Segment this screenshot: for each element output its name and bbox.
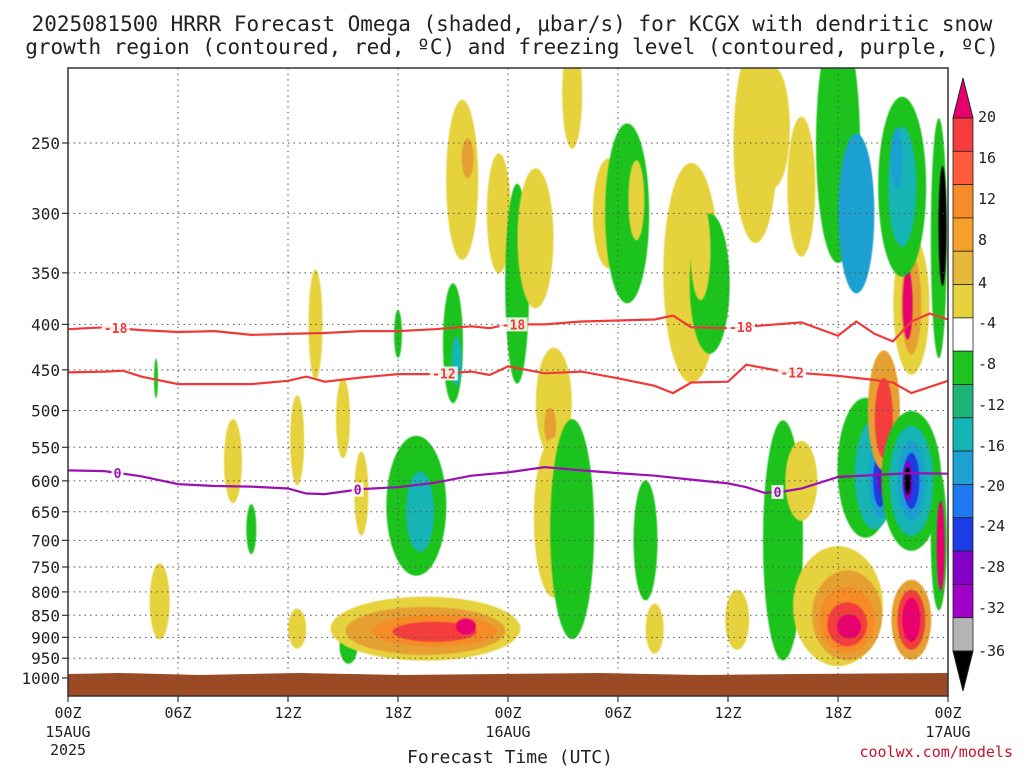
- y-tick-750: 750: [31, 558, 60, 577]
- y-tick-300: 300: [31, 204, 60, 223]
- y-tick-250: 250: [31, 134, 60, 153]
- colorbar-top-arrow: [952, 77, 974, 119]
- contour-label-0-0: -18: [104, 322, 128, 337]
- contour-0: [68, 312, 948, 343]
- x-tick-7: 18Z: [824, 704, 851, 722]
- x-tick-8: 00Z: [934, 704, 961, 722]
- x-tick-3: 18Z: [384, 704, 411, 722]
- colorbar-label-5: -4: [978, 314, 996, 332]
- colorbar-label-13: -36: [978, 642, 1005, 660]
- contour-lines: -18 -18 -18 -12 -12 0 0 0: [68, 312, 948, 501]
- contour-label-2-1: 0: [354, 484, 362, 499]
- omega-shading: [149, 68, 947, 667]
- colorbar-seg-1: [952, 117, 974, 152]
- x-tick-sub-8-0: 17AUG: [925, 723, 970, 741]
- colorbar-seg-13: [952, 517, 974, 552]
- colorbar-seg-3: [952, 184, 974, 219]
- colorbar-seg-9: [952, 384, 974, 419]
- y-tick-700: 700: [31, 531, 60, 550]
- colorbar-seg-6: [952, 284, 974, 319]
- colorbar-label-7: -12: [978, 396, 1005, 414]
- x-tick-0: 00Z: [54, 704, 81, 722]
- contour-label-1-1: -12: [780, 366, 803, 381]
- y-tick-900: 900: [31, 628, 60, 647]
- colorbar-seg-15: [952, 583, 974, 619]
- y-tick-350: 350: [31, 264, 60, 283]
- contour-label-0-2: -18: [729, 321, 753, 336]
- x-tick-sub-4-0: 16AUG: [485, 723, 530, 741]
- contour-2: [68, 465, 948, 496]
- colorbar-label-10: -24: [978, 517, 1005, 535]
- colorbar-label-3: 8: [978, 231, 987, 249]
- colorbar-label-0: 20: [978, 108, 996, 126]
- colorbar: 20 16 12 8 4 -4 -8 -12 -16 -20 -24 -28 -32 -36: [952, 77, 1005, 692]
- colorbar-seg-12: [952, 484, 974, 519]
- colorbar-seg-7: [952, 317, 974, 352]
- colorbar-seg-10: [952, 417, 974, 452]
- colorbar-seg-2: [952, 150, 974, 186]
- y-tick-400: 400: [31, 315, 60, 334]
- x-tick-2: 12Z: [274, 704, 301, 722]
- colorbar-label-2: 12: [978, 190, 996, 208]
- colorbar-label-11: -28: [978, 558, 1005, 576]
- colorbar-label-1: 16: [978, 149, 996, 167]
- colorbar-label-9: -20: [978, 477, 1005, 495]
- x-tick-5: 06Z: [604, 704, 631, 722]
- colorbar-label-4: 4: [978, 274, 987, 292]
- colorbar-seg-16: [952, 617, 974, 652]
- colorbar-label-8: -16: [978, 437, 1005, 455]
- y-tick-450: 450: [31, 361, 60, 380]
- x-axis-title: Forecast Time (UTC): [407, 747, 613, 768]
- colorbar-seg-11: [952, 450, 974, 485]
- contour-label-2-2: 0: [774, 486, 782, 501]
- colorbar-label-12: -32: [978, 599, 1005, 617]
- chart-title-line-2: growth region (contoured, red, ºC) and f…: [25, 35, 999, 59]
- y-tick-500: 500: [31, 402, 60, 421]
- x-tick-6: 12Z: [714, 704, 741, 722]
- colorbar-seg-14: [952, 550, 974, 585]
- contour-label-2-0: 0: [114, 467, 122, 482]
- colorbar-label-6: -8: [978, 355, 996, 373]
- colorbar-seg-5: [952, 250, 974, 285]
- x-tick-1: 06Z: [164, 704, 191, 722]
- y-tick-950: 950: [31, 649, 60, 668]
- contour-label-1-0: -12: [432, 367, 455, 382]
- y-tick-1000: 1000: [21, 669, 60, 688]
- colorbar-seg-4: [952, 217, 974, 252]
- y-tick-550: 550: [31, 438, 60, 457]
- y-tick-800: 800: [31, 583, 60, 602]
- y-axis: 250 300 350 400 450 500 550 600 650 700 750 800 850 9…: [21, 134, 68, 688]
- credit-text: coolwx.com/models: [859, 743, 1013, 761]
- y-tick-650: 650: [31, 503, 60, 522]
- x-tick-4: 00Z: [494, 704, 521, 722]
- x-tick-sub-0-0: 15AUG: [45, 723, 90, 741]
- x-tick-sub-0-1: 2025: [50, 741, 86, 759]
- y-tick-600: 600: [31, 472, 60, 491]
- colorbar-seg-8: [952, 350, 974, 385]
- contour-label-0-1: -18: [502, 318, 526, 333]
- chart-title-line-1: 2025081500 HRRR Forecast Omega (shaded, …: [32, 12, 993, 36]
- y-tick-850: 850: [31, 606, 60, 625]
- grid-lines: [68, 68, 948, 696]
- colorbar-bottom-arrow: [952, 650, 974, 692]
